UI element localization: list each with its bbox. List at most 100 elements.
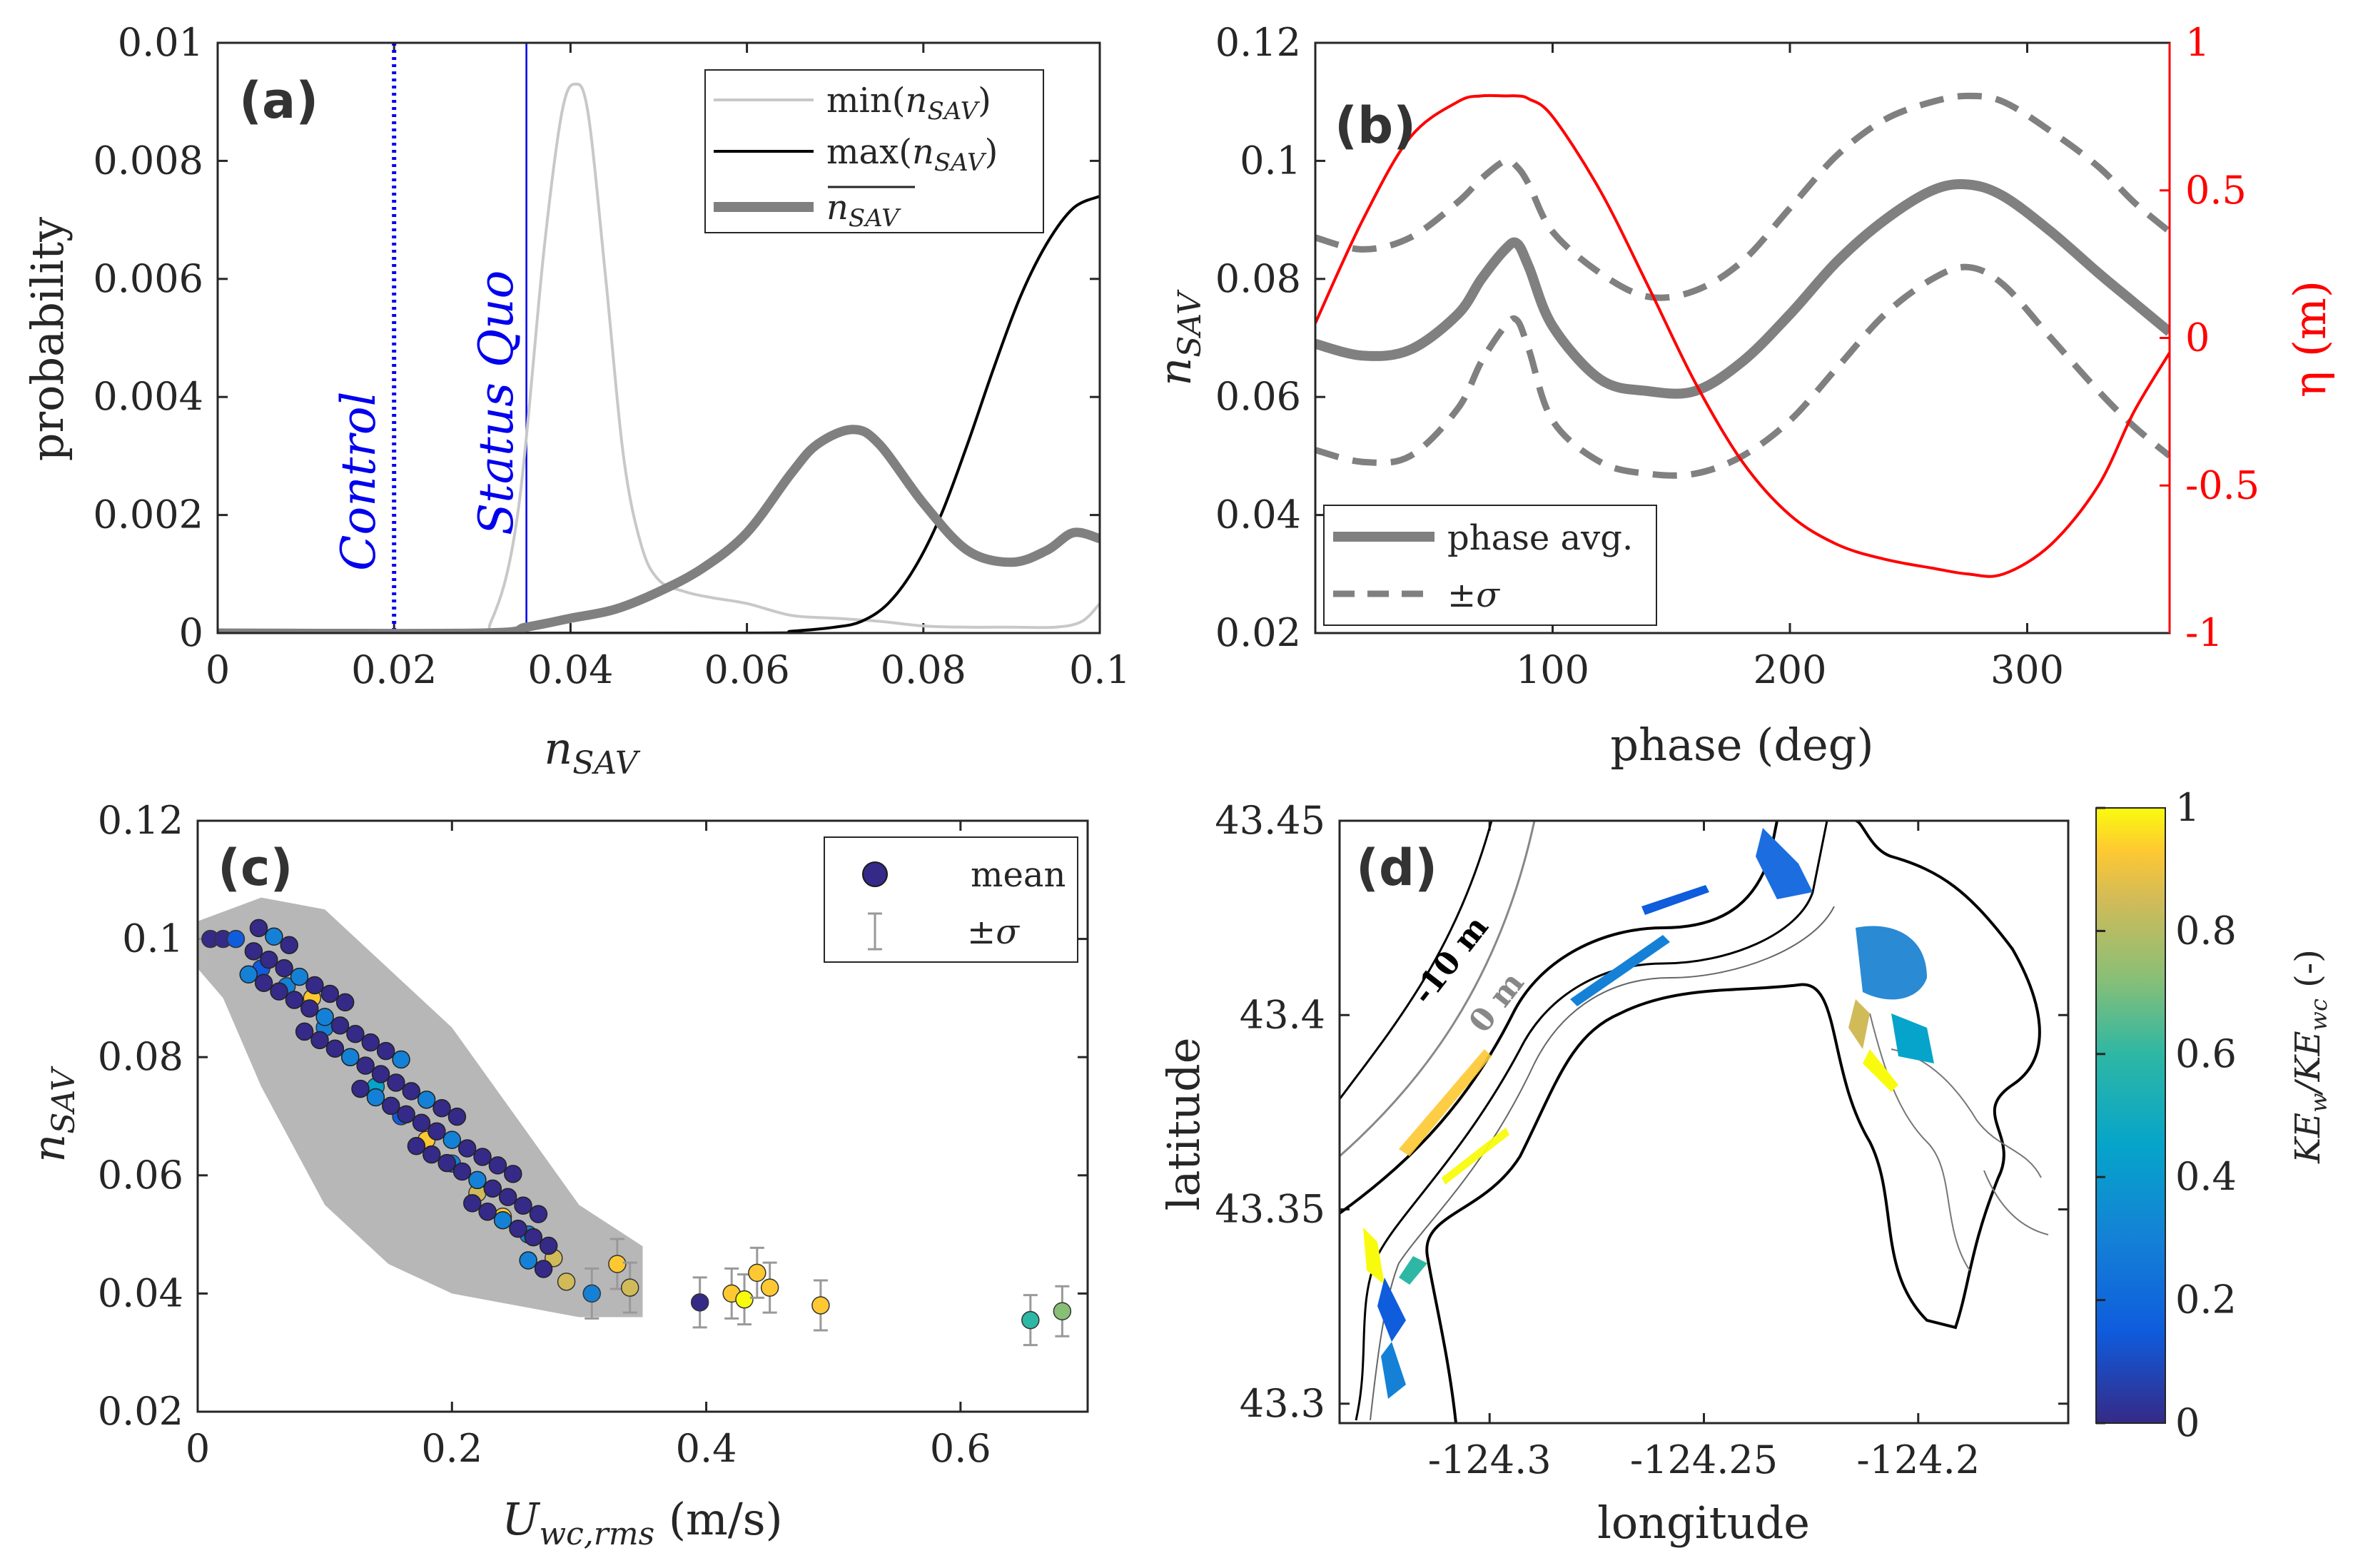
panel-b-ylabel-right: η (m) — [2284, 280, 2336, 398]
y-tick-label: 0.08 — [98, 1034, 183, 1079]
x-tick-label: 0.02 — [351, 647, 437, 692]
series-plus-sigma — [1315, 92, 2170, 301]
scatter-point — [397, 1105, 415, 1124]
scatter-point — [473, 1148, 492, 1166]
colorbar-tick-label: 0.8 — [2175, 908, 2237, 953]
scatter-point — [514, 1196, 532, 1215]
legend-mean: mean — [971, 855, 1066, 895]
scatter-point — [392, 1050, 410, 1069]
scatter-point — [748, 1263, 766, 1283]
y-tick-label: 0 — [179, 610, 203, 655]
colorbar-label: KEw/KEwc (-) — [2288, 949, 2332, 1164]
scatter-point — [427, 1122, 446, 1140]
scatter-point — [509, 1219, 527, 1238]
scatter-point — [285, 991, 304, 1009]
scatter-point — [280, 936, 299, 954]
panel-b-tag: (b) — [1335, 96, 1416, 155]
panel-b-legend: phase avg. ±σ — [1323, 505, 1657, 626]
y-tick-label: 0.1 — [122, 916, 183, 961]
scatter-point — [442, 1131, 462, 1149]
panel-c-ticks: 0 0.2 0.4 0.6 0.02 0.04 0.06 0.08 0.1 0.12 — [98, 798, 1088, 1471]
panel-b: 100 200 300 0.02 0.04 0.06 0.08 0.1 0.12 -1 -0.5 0 0… — [1149, 20, 2336, 771]
y-tick-label: 43.35 — [1215, 1187, 1325, 1232]
x-tick-label: 0.08 — [881, 647, 966, 692]
scatter-point — [295, 1022, 314, 1041]
scatter-point — [320, 984, 340, 1003]
scatter-point — [735, 1290, 754, 1309]
scatter-point — [244, 942, 263, 961]
x-tick-label: 200 — [1753, 647, 1826, 692]
scatter-point — [270, 982, 288, 1001]
contour-label-0m: 0 m — [1462, 965, 1531, 1039]
x-tick-label: 0.2 — [421, 1426, 482, 1471]
x-tick-label: 0 — [186, 1426, 210, 1471]
scatter-point — [371, 1065, 390, 1083]
scatter-point — [483, 1179, 502, 1198]
panel-c-xlabel: Uwc,rms (m/s) — [502, 1493, 783, 1552]
y-right-tick-label: 0.5 — [2185, 168, 2247, 213]
y-tick-label: 0.01 — [118, 20, 203, 65]
scatter-point — [417, 1091, 436, 1109]
y-tick-label: 0.12 — [98, 798, 183, 843]
colorbar-tick-label: 0.6 — [2175, 1031, 2237, 1076]
scatter-point — [346, 1024, 365, 1043]
panel-a-axes-box — [216, 41, 1101, 634]
colorbar-ticks: 0 0.2 0.4 0.6 0.8 1 — [2096, 785, 2237, 1445]
y-tick-label: 43.4 — [1240, 992, 1325, 1037]
y-tick-label: 43.3 — [1240, 1381, 1325, 1426]
panel-c-ylabel: nSAV — [23, 1066, 82, 1163]
panel-a: 0 0.02 0.04 0.06 0.08 0.1 0 0.002 0.004 0.006 0.00… — [21, 20, 1130, 782]
scatter-point — [351, 1079, 370, 1098]
scatter-point — [690, 1293, 709, 1312]
scatter-point — [529, 1205, 548, 1223]
annot-control: Control — [331, 391, 386, 571]
panel-c-legend: mean ±σ — [824, 836, 1078, 963]
panel-a-reference-lines — [392, 43, 527, 633]
x-tick-label: 100 — [1516, 647, 1589, 692]
y-tick-label: 0.12 — [1215, 20, 1301, 65]
panel-a-tag: (a) — [239, 71, 318, 130]
scatter-point — [608, 1255, 627, 1273]
scatter-point — [1021, 1310, 1040, 1330]
x-tick-label: 0.4 — [676, 1426, 737, 1471]
y-tick-label: 0.006 — [93, 256, 203, 301]
scatter-point — [811, 1296, 830, 1315]
x-tick-label: -124.25 — [1630, 1437, 1778, 1482]
scatter-point — [493, 1210, 512, 1230]
colorbar-tick-label: 0 — [2175, 1400, 2200, 1445]
panel-b-ticks: 100 200 300 0.02 0.04 0.06 0.08 0.1 0.12 -1 -0.5 0 0… — [1215, 20, 2260, 692]
scatter-point — [519, 1251, 537, 1270]
x-tick-label: 0.06 — [704, 647, 789, 692]
colorbar-tick-label: 0.4 — [2175, 1154, 2237, 1199]
panel-d-ticks: -124.3 -124.25 -124.2 43.3 43.35 43.4 43.45 — [1215, 798, 2068, 1482]
legend-sigma-c: ±σ — [967, 912, 1020, 952]
colorbar: 0 0.2 0.4 0.6 0.8 1 KEw/KEwc (-) — [2095, 785, 2332, 1445]
series-mean-nsav — [218, 425, 1100, 633]
x-tick-label: 0.1 — [1069, 647, 1130, 692]
scatter-point — [452, 1162, 472, 1181]
panel-d-ylabel: latitude — [1158, 1038, 1210, 1211]
scatter-point — [1053, 1302, 1072, 1320]
scatter-point — [356, 1056, 375, 1075]
scatter-point — [330, 1016, 350, 1035]
scatter-point — [290, 967, 309, 986]
y-tick-label: 0.04 — [98, 1270, 183, 1315]
scatter-point — [402, 1082, 421, 1101]
scatter-point — [620, 1278, 639, 1297]
panel-b-xlabel: phase (deg) — [1610, 719, 1873, 771]
panel-c-points — [201, 919, 1072, 1347]
panel-a-legend: min(nSAV) max(nSAV) nSAV — [704, 69, 1044, 233]
scatter-point — [524, 1228, 543, 1247]
panel-c-axes-box — [196, 819, 1089, 1413]
scatter-point — [432, 1098, 451, 1118]
panel-c-tag: (c) — [218, 839, 293, 897]
y-tick-label: 0.06 — [98, 1153, 183, 1198]
scatter-point — [387, 1073, 405, 1092]
panel-c: 0 0.2 0.4 0.6 0.02 0.04 0.06 0.08 0.1 0.12 (c) me… — [23, 798, 1089, 1552]
scatter-point — [260, 950, 278, 969]
panel-d: -124.3 -124.25 -124.2 43.3 43.35 43.4 43.45 — [1158, 785, 2332, 1549]
panel-a-ticks: 0 0.02 0.04 0.06 0.08 0.1 0 0.002 0.004 0.006 0.00… — [93, 20, 1130, 692]
scatter-point — [376, 1041, 395, 1061]
y-tick-label: 0.06 — [1215, 374, 1301, 419]
